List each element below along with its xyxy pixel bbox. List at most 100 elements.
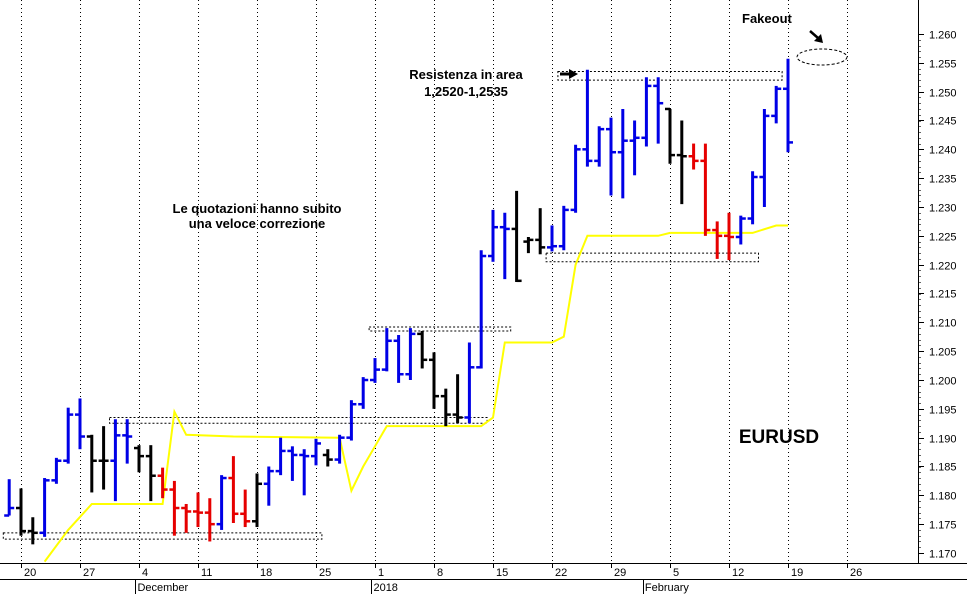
y-tick-label: 1.175 [929, 520, 957, 532]
ohlc-bar [39, 478, 50, 537]
y-tick-label: 1.205 [929, 347, 957, 359]
ohlc-bar [429, 352, 439, 409]
x-tick-label: 5 [673, 567, 679, 579]
ohlc-bar [122, 419, 133, 464]
ohlc-bar [358, 377, 369, 409]
ohlc-bar [263, 466, 274, 506]
ohlc-bar [51, 457, 62, 484]
month-label: February [645, 582, 690, 594]
ohlc-bar [535, 208, 546, 255]
ohlc-bar [16, 488, 26, 536]
ohlc-bar [676, 120, 687, 205]
ohlc-bar [27, 517, 38, 545]
ohlc-bar [216, 475, 227, 530]
ohlc-bar [381, 328, 392, 372]
correction-label-line1: Le quotazioni hanno subito [173, 201, 342, 216]
correction-label-line2: una veloce correzione [189, 216, 326, 231]
ohlc-bar [558, 205, 569, 251]
resistance-label-line1: Resistenza in area [409, 67, 523, 82]
y-tick-label: 1.215 [929, 289, 957, 301]
x-tick-label: 26 [850, 567, 862, 579]
price-zone [368, 326, 512, 332]
ohlc-bar [98, 426, 109, 490]
ohlc-bar [75, 398, 85, 450]
ohlc-bar [464, 342, 475, 424]
x-tick-label: 19 [791, 567, 803, 579]
x-tick-label: 12 [732, 567, 744, 579]
y-tick-label: 1.245 [929, 116, 957, 128]
x-tick-label: 4 [142, 567, 148, 579]
resistance-label-line2: 1,2520-1,2535 [424, 84, 508, 99]
ohlc-bar [4, 479, 15, 517]
ohlc-bar [299, 449, 310, 496]
y-tick-label: 1.235 [929, 174, 957, 186]
arrow-down-right-icon [809, 30, 823, 43]
ohlc-bar [134, 445, 144, 473]
y-tick-label: 1.180 [929, 491, 957, 503]
month-label: December [137, 582, 188, 594]
y-tick-label: 1.170 [929, 549, 957, 561]
moving-average-line [43, 224, 788, 563]
ohlc-bar [228, 456, 239, 524]
annotations: Fakeout Resistenza in area 1,2520-1,2535… [173, 11, 848, 448]
fakeout-ellipse [796, 48, 848, 66]
ohlc-bar [735, 215, 746, 245]
x-tick-label: 18 [260, 567, 272, 579]
ohlc-bar [665, 107, 675, 164]
ohlc-bar [275, 437, 286, 476]
ohlc-bar [287, 446, 298, 481]
x-tick-label: 27 [83, 567, 95, 579]
ohlc-bar [393, 335, 404, 383]
moving-average [43, 224, 788, 563]
ohlc-bar [582, 69, 593, 167]
y-tick-label: 1.240 [929, 145, 957, 157]
ohlc-bar [771, 85, 782, 124]
ohlc-bar [252, 473, 262, 528]
x-tick-label: 20 [24, 567, 36, 579]
ohlc-bar [700, 143, 711, 236]
ohlc-bar [145, 445, 156, 502]
month-label: 2018 [373, 582, 397, 594]
ohlc-bar [594, 126, 605, 167]
price-zone [545, 252, 759, 263]
x-tick-label: 1 [378, 567, 384, 579]
ohlc-bar [311, 438, 321, 466]
ohlc-bar [204, 498, 215, 542]
ohlc-bar [759, 108, 770, 207]
ohlc-bar [157, 467, 168, 499]
ohlc-bar [417, 330, 428, 369]
x-tick-label: 22 [555, 567, 567, 579]
ohlc-bar [405, 328, 416, 380]
y-tick-label: 1.185 [929, 462, 957, 474]
ohlc-bar [193, 492, 203, 528]
ohlc-bar [653, 77, 664, 144]
ohlc-bar [606, 117, 616, 196]
y-tick-label: 1.190 [929, 434, 957, 446]
ohlc-bar [63, 407, 74, 464]
y-tick-label: 1.225 [929, 232, 957, 244]
arrow-right-icon [560, 69, 578, 79]
y-tick-label: 1.210 [929, 318, 957, 330]
ohlc-bar [322, 449, 333, 467]
price-zone [2, 532, 323, 540]
ohlc-bar [641, 77, 652, 147]
ohlc-bar [110, 419, 121, 502]
x-tick-label: 29 [614, 567, 626, 579]
x-tick-label: 15 [496, 567, 508, 579]
fakeout-label: Fakeout [742, 11, 793, 26]
ohlc-bar [169, 480, 180, 536]
ohlc-bar [334, 434, 345, 464]
ohlc-bar [547, 225, 557, 252]
ohlc-bar [86, 434, 97, 493]
ohlc-bar [629, 120, 640, 176]
ohlc-bar [523, 236, 534, 254]
y-tick-label: 1.260 [929, 30, 957, 42]
ohlc-bar [724, 212, 734, 261]
ohlc-bar [452, 374, 463, 424]
x-tick-label: 11 [201, 567, 212, 579]
ohlc-bar [783, 58, 793, 153]
y-tick-label: 1.220 [929, 261, 957, 273]
y-tick-label: 1.195 [929, 405, 957, 417]
